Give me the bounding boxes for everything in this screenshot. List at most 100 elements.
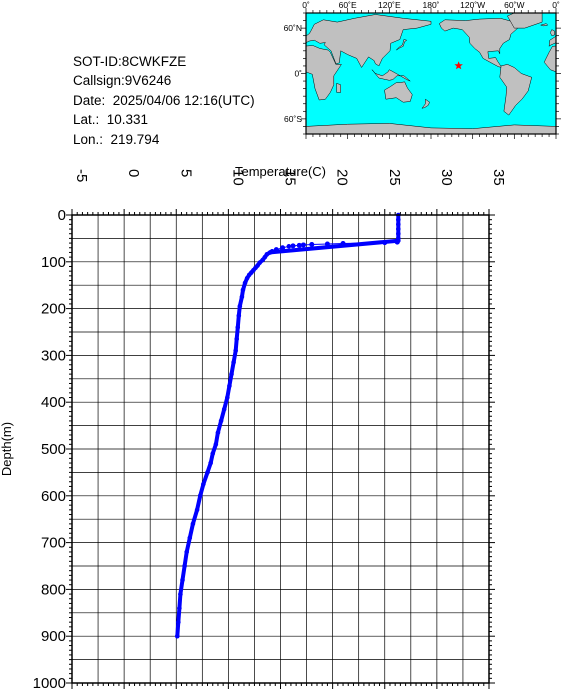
- data-point: [215, 430, 221, 435]
- map-landmass: [507, 13, 543, 29]
- data-point: [231, 360, 236, 365]
- map-lon-label: 60˚W: [504, 0, 524, 10]
- map-graticule: [301, 8, 561, 139]
- x-tick-label: 5: [177, 169, 194, 177]
- map-lat-labels: 60˚N 0˚ 60˚S: [284, 23, 303, 124]
- data-point: [290, 243, 296, 249]
- map-landmass: [543, 45, 556, 73]
- y-tick-labels: 0 100 200 300 400 500 600 700 800 900 10…: [33, 207, 66, 690]
- data-point: [260, 257, 266, 263]
- data-point: [280, 245, 286, 251]
- data-point: [194, 507, 200, 513]
- y-tick-label: 500: [41, 441, 66, 458]
- data-point: [174, 633, 180, 639]
- station-star-icon: [454, 61, 463, 70]
- longitude-label: Lon.: 219.794: [73, 131, 160, 147]
- map-landmass: [421, 98, 430, 109]
- data-point: [324, 241, 330, 247]
- map-lon-labels: 0˚ 60˚E 120˚E 180˚ 120˚W 60˚W 0˚: [302, 0, 560, 10]
- y-tick-label: 0: [58, 207, 66, 224]
- map-landmass: [499, 64, 532, 116]
- latitude-label: Lat.: 10.331: [73, 112, 149, 128]
- y-tick-label: 800: [41, 581, 66, 598]
- data-point: [201, 481, 206, 487]
- sot-id-label: SOT-ID:8CWKFZE: [73, 54, 187, 69]
- map-lon-label: 120˚W: [460, 0, 485, 10]
- data-point: [213, 442, 219, 447]
- y-axis-title: Depth(m): [0, 422, 14, 476]
- x-axis-title: Temperature(C): [235, 164, 326, 179]
- data-point: [396, 226, 401, 232]
- data-point: [177, 605, 182, 611]
- map-landmass: [306, 123, 556, 134]
- data-point: [237, 303, 243, 309]
- data-point: [205, 470, 210, 475]
- map-lat-label: 60˚N: [284, 23, 302, 33]
- x-tick-labels: -5 0 5 10 15 20 25 30 35: [73, 169, 507, 186]
- map-landmass: [306, 45, 342, 101]
- data-point: [176, 619, 181, 625]
- map-lon-label: 180˚: [422, 0, 439, 10]
- x-tick-label: 35: [490, 169, 507, 186]
- y-tick-label: 400: [41, 394, 66, 411]
- map-landmass: [550, 29, 555, 36]
- data-point: [239, 294, 245, 300]
- y-tick-label: 100: [41, 254, 66, 271]
- data-point: [218, 418, 224, 424]
- map-landmass: [371, 69, 411, 82]
- data-point: [273, 247, 279, 253]
- y-tick-label: 200: [41, 301, 66, 318]
- plot-grid: [71, 214, 490, 684]
- data-point: [269, 249, 275, 255]
- data-point: [309, 241, 315, 247]
- map-landmass: [336, 82, 341, 93]
- x-tick-label: 15: [282, 169, 299, 186]
- data-point: [178, 591, 183, 597]
- map-lon-label: 120˚E: [378, 0, 401, 10]
- data-point: [182, 563, 187, 569]
- data-point: [246, 272, 252, 278]
- data-point: [244, 275, 250, 281]
- y-tick-label: 600: [41, 488, 66, 505]
- y-tick-label: 300: [41, 347, 66, 364]
- x-tick-label: 25: [386, 169, 403, 186]
- map-landmass: [539, 23, 549, 27]
- map-lon-label: 60˚E: [339, 0, 357, 10]
- data-point: [394, 239, 400, 245]
- station-star-icon: [454, 61, 463, 70]
- x-tick-label: -5: [73, 169, 90, 182]
- map-landmass: [396, 39, 408, 51]
- data-point: [190, 521, 196, 527]
- x-tick-label: 10: [229, 169, 246, 186]
- axis-ticks: [66, 209, 495, 689]
- data-point: [296, 242, 302, 248]
- data-point: [240, 287, 246, 293]
- map-lat-label: 0˚: [294, 69, 302, 79]
- data-point: [396, 231, 401, 237]
- data-point: [187, 535, 193, 541]
- data-point: [227, 383, 232, 389]
- x-tick-label: 20: [334, 169, 351, 186]
- data-point: [236, 313, 242, 318]
- temperature-profile-series: [174, 212, 401, 639]
- callsign-label: Callsign:9V6246: [73, 73, 172, 89]
- date-label: Date: 2025/04/06 12:16(UTC): [73, 92, 255, 108]
- data-point: [382, 240, 388, 246]
- data-point: [225, 395, 230, 400]
- x-tick-label: 0: [125, 169, 142, 177]
- map-lon-label: 0˚: [552, 0, 560, 10]
- data-point: [396, 217, 401, 222]
- y-tick-label: 1000: [33, 675, 66, 690]
- data-point: [208, 460, 213, 466]
- y-tick-label: 900: [41, 628, 66, 645]
- data-point: [229, 371, 234, 377]
- data-point: [180, 577, 185, 583]
- data-point: [286, 244, 292, 249]
- map-lon-label: 0˚: [302, 0, 310, 10]
- map-landmass: [548, 35, 556, 48]
- map-land: [306, 13, 556, 134]
- data-point: [184, 549, 189, 555]
- data-point: [340, 241, 346, 247]
